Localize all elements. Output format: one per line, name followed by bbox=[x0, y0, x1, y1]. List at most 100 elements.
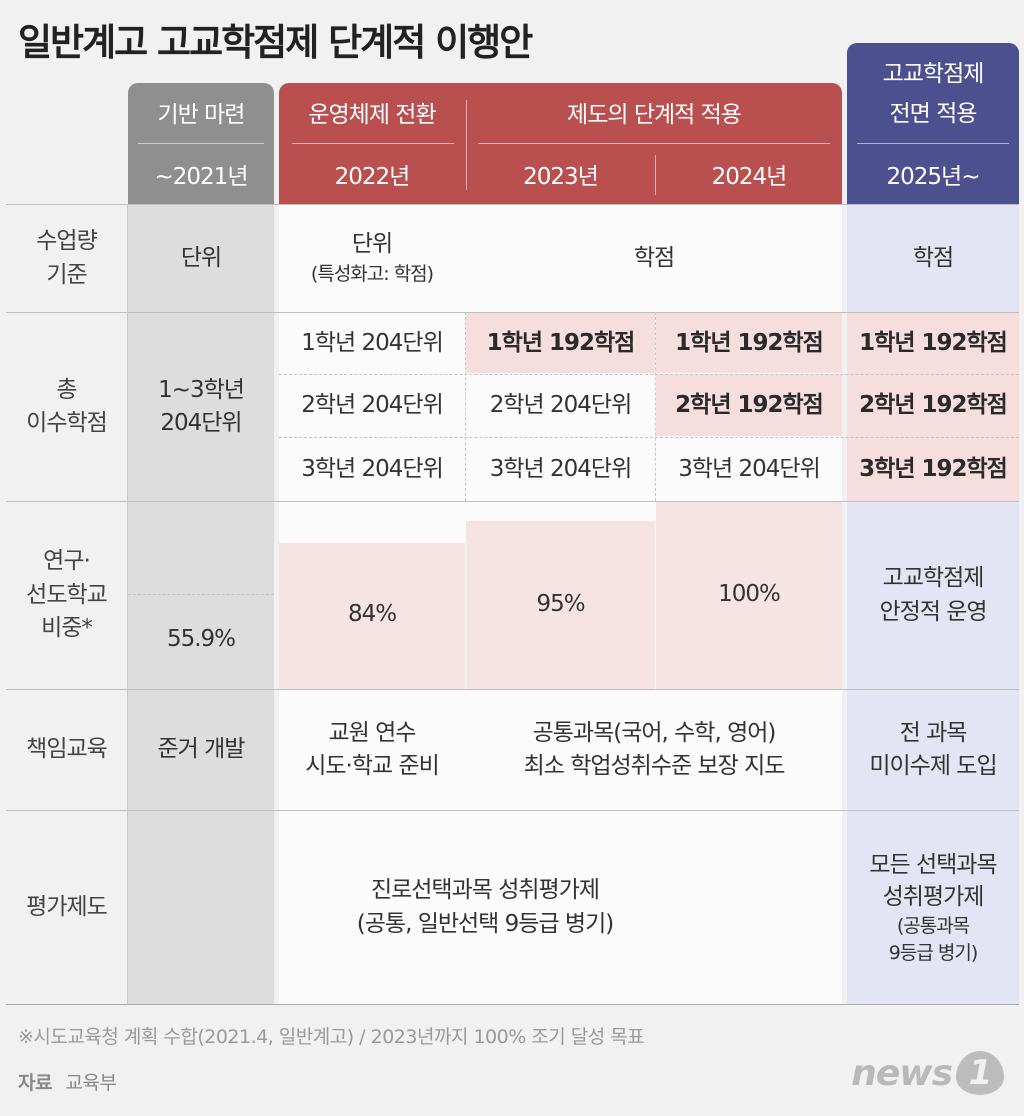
row-label-line: 연구· bbox=[43, 548, 91, 575]
credits-2025-grade2: 2학년 192학점 bbox=[859, 392, 1008, 419]
header-phase-transition bbox=[279, 83, 842, 205]
header-divider-vertical bbox=[466, 100, 467, 190]
header-year-2022: 2022년 bbox=[334, 164, 411, 190]
ratio-2025: 고교학점제 안정적 운영 bbox=[847, 502, 1019, 689]
header-full-label-line2: 전면 적용 bbox=[889, 101, 978, 127]
ratio-2022: 84% bbox=[347, 601, 397, 628]
highlight-cell bbox=[656, 313, 842, 373]
highlight-cell bbox=[466, 313, 655, 373]
cell-line: 교원 연수 bbox=[328, 719, 417, 746]
responsibility-2021: 준거 개발 bbox=[157, 736, 246, 763]
responsibility-2025: 전 과목 미이수제 도입 bbox=[847, 690, 1019, 810]
cell-line: 9등급 병기) bbox=[888, 941, 978, 964]
credits-2024-grade1: 1학년 192학점 bbox=[675, 329, 824, 356]
header-divider bbox=[292, 143, 454, 144]
hours-2021: 단위 bbox=[180, 244, 222, 271]
row-divider bbox=[6, 810, 1019, 811]
credits-2025-grade3: 3학년 192학점 bbox=[859, 455, 1008, 482]
header-transition-label: 운영체제 전환 bbox=[308, 102, 436, 128]
column-2021-fill bbox=[128, 205, 274, 1005]
row-label-line: 총 bbox=[56, 376, 77, 403]
cell-line: 204단위 bbox=[160, 410, 242, 436]
cell-line: 단위 bbox=[351, 231, 393, 258]
cell-line: 공통과목(국어, 수학, 영어) bbox=[532, 719, 777, 746]
header-phase-foundation bbox=[128, 83, 274, 205]
header-divider bbox=[138, 143, 264, 144]
ratio-bar-2024 bbox=[656, 502, 842, 689]
header-divider-vertical bbox=[655, 155, 656, 195]
row-divider bbox=[6, 1004, 1019, 1005]
cell-line: 미이수제 도입 bbox=[869, 753, 997, 779]
ratio-2021: 55.9% bbox=[166, 626, 236, 653]
cell-line: 1~3학년 bbox=[158, 376, 245, 403]
cell-line: 고교학점제 bbox=[882, 565, 985, 592]
row-label-ratio: 연구· 선도학교 비중* bbox=[6, 502, 127, 689]
logo-text: news bbox=[851, 1052, 953, 1094]
row-label-hours: 수업량 기준 bbox=[6, 205, 127, 312]
header-divider bbox=[478, 143, 830, 144]
header-year-2023: 2023년 bbox=[523, 164, 599, 190]
row-label-line: 이수학점 bbox=[26, 410, 108, 436]
hours-2025: 학점 bbox=[912, 244, 954, 271]
row-divider bbox=[6, 312, 1019, 313]
credits-2022-grade2: 2학년 204단위 bbox=[301, 392, 443, 419]
cell-line: 최소 학업성취수준 보장 지도 bbox=[523, 753, 786, 779]
row-label-line: 비중* bbox=[41, 615, 93, 642]
source: 자료 교육부 bbox=[18, 1068, 117, 1095]
source-label: 자료 bbox=[18, 1072, 52, 1094]
ratio-2023: 95% bbox=[536, 591, 585, 618]
ratio-bar-2022 bbox=[279, 543, 465, 689]
page-title: 일반계고 고교학점제 단계적 이행안 bbox=[18, 21, 533, 64]
cell-line: 전 과목 bbox=[899, 719, 968, 746]
sub-row-divider bbox=[279, 437, 1019, 438]
credits-2021: 1~3학년 204단위 bbox=[128, 313, 274, 501]
credits-2024-grade2: 2학년 192학점 bbox=[675, 392, 824, 419]
sub-row-divider bbox=[279, 374, 1019, 375]
header-gradual-label: 제도의 단계적 적용 bbox=[567, 102, 742, 128]
row-divider bbox=[6, 501, 1019, 502]
credits-2022-grade3: 3학년 204단위 bbox=[301, 455, 443, 482]
cell-line: 성취평가제 bbox=[882, 883, 985, 910]
row-label-line: 기준 bbox=[46, 261, 87, 288]
hours-2022: 단위 (특성화고: 학점) bbox=[279, 205, 465, 312]
cell-line: 시도·학교 준비 bbox=[305, 753, 440, 779]
cell-line: (특성화고: 학점) bbox=[310, 263, 434, 286]
row-label-responsibility: 책임교육 bbox=[26, 736, 108, 763]
header-phase-full bbox=[847, 43, 1019, 205]
news1-logo: news 1 bbox=[832, 1048, 1004, 1098]
row-divider bbox=[6, 689, 1019, 690]
responsibility-2023-2024: 공통과목(국어, 수학, 영어) 최소 학업성취수준 보장 지도 bbox=[466, 690, 842, 810]
row-label-credits: 총 이수학점 bbox=[6, 313, 127, 501]
highlight-cell bbox=[847, 313, 1019, 501]
cell-line: 진로선택과목 성취평가제 bbox=[370, 877, 600, 904]
ratio-bar-2023 bbox=[466, 521, 655, 689]
footnote: ※시도교육청 계획 수합(2021.4, 일반계고) / 2023년까지 100… bbox=[18, 1026, 645, 1048]
row-divider bbox=[6, 204, 1019, 205]
cell-line: (공통, 일반선택 9등급 병기) bbox=[356, 910, 614, 937]
credits-2023-grade3: 3학년 204단위 bbox=[489, 455, 632, 482]
ratio-level-2021 bbox=[128, 594, 274, 595]
highlight-cell bbox=[656, 374, 842, 436]
ratio-2024: 100% bbox=[718, 581, 781, 608]
responsibility-2022: 교원 연수 시도·학교 준비 bbox=[279, 690, 465, 810]
row-label-evaluation: 평가제도 bbox=[26, 893, 108, 920]
header-divider bbox=[857, 143, 1009, 144]
hours-2023-2024: 학점 bbox=[633, 244, 675, 271]
credits-2024-grade3: 3학년 204단위 bbox=[678, 455, 820, 482]
cell-line: 모든 선택과목 bbox=[869, 851, 997, 878]
credits-2023-grade2: 2학년 204단위 bbox=[489, 392, 632, 419]
logo-mark: 1 bbox=[956, 1051, 1004, 1095]
cell-line: (공통과목 bbox=[896, 915, 970, 938]
row-label-line: 선도학교 bbox=[26, 581, 108, 608]
header-year-2024: 2024년 bbox=[711, 164, 788, 190]
header-year-2021: ~2021년 bbox=[154, 164, 249, 190]
column-divider bbox=[127, 205, 128, 1005]
row-label-line: 수업량 bbox=[36, 228, 97, 255]
column-divider bbox=[655, 312, 656, 501]
cell-line: 안정적 운영 bbox=[879, 598, 987, 625]
evaluation-2021-2024: 진로선택과목 성취평가제 (공통, 일반선택 9등급 병기) bbox=[128, 811, 842, 1004]
header-full-label-line1: 고교학점제 bbox=[882, 61, 985, 87]
source-value: 교육부 bbox=[65, 1072, 117, 1094]
credits-2025-grade1: 1학년 192학점 bbox=[859, 329, 1008, 356]
credits-2022-grade1: 1학년 204단위 bbox=[301, 329, 443, 356]
